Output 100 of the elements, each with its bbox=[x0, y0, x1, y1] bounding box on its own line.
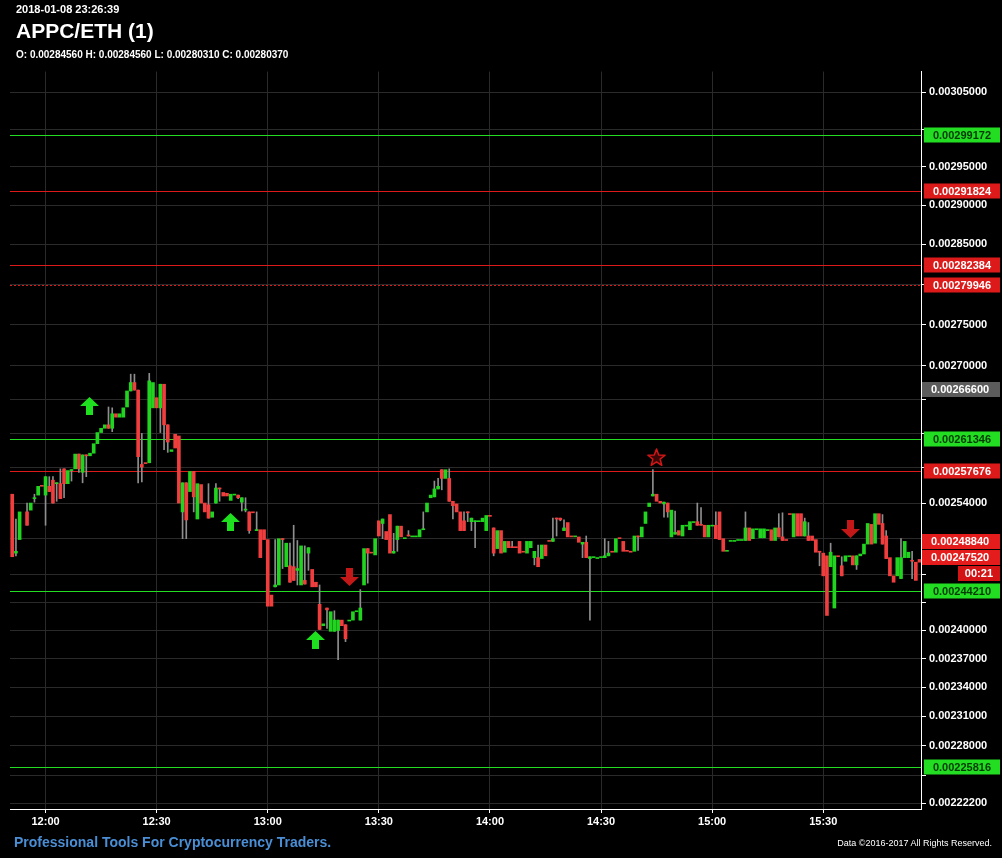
candlestick bbox=[199, 484, 203, 504]
candlestick bbox=[388, 514, 392, 554]
candlestick bbox=[28, 502, 33, 511]
ref-line-label: 0.00299172 bbox=[932, 128, 992, 141]
candlestick bbox=[121, 407, 126, 418]
candlestick bbox=[362, 548, 366, 586]
candlestick bbox=[814, 539, 818, 553]
candlestick bbox=[614, 538, 618, 553]
text: Professional Tools For Cryptocurrency Traders. bbox=[14, 834, 332, 850]
candlestick bbox=[502, 541, 507, 553]
candlestick bbox=[302, 545, 307, 585]
candlestick bbox=[169, 449, 174, 452]
candlestick bbox=[565, 522, 570, 538]
y-tick-label: 0.00305000 bbox=[929, 85, 988, 98]
candlestick bbox=[799, 513, 803, 537]
candlestick bbox=[602, 538, 607, 558]
text: 0.00266600 bbox=[922, 382, 1000, 397]
y-tick-label: 0.00240000 bbox=[929, 623, 988, 636]
text: 0.00247520 bbox=[922, 550, 1000, 565]
x-tick-label: 15:30 bbox=[809, 814, 838, 827]
ref-line-label: 0.00279946 bbox=[932, 278, 992, 291]
candlestick bbox=[73, 453, 77, 470]
ref-line-label: 0.00225816 bbox=[932, 760, 992, 773]
y-tick-label: 0.00234000 bbox=[929, 680, 988, 693]
ref-line-label: 0.00282384 bbox=[932, 258, 992, 271]
candlestick bbox=[836, 555, 840, 558]
candlestick bbox=[299, 545, 303, 586]
text: 0.00248840 bbox=[922, 534, 1000, 549]
candlestick bbox=[621, 541, 626, 552]
chart-subtitle: O: 0.00284560 H: 0.00284560 L: 0.00280310 C: 0.00280370 bbox=[16, 49, 289, 60]
candlestick bbox=[225, 493, 229, 497]
x-tick-label: 13:30 bbox=[364, 814, 393, 827]
candlestick bbox=[617, 537, 622, 540]
candlestick bbox=[328, 611, 333, 632]
candlestick bbox=[865, 523, 870, 545]
chart-title: APPC/ETH (1) bbox=[16, 19, 154, 43]
candlestick bbox=[277, 538, 281, 586]
ref-line-label: 0.00261346 bbox=[932, 432, 992, 445]
candlestick bbox=[539, 544, 544, 559]
candlestick bbox=[373, 538, 377, 556]
candlestick bbox=[40, 484, 44, 487]
candlestick bbox=[825, 555, 829, 616]
x-tick-label: 12:00 bbox=[31, 814, 60, 827]
y-tick-label: 0.00231000 bbox=[929, 709, 988, 722]
candlestick bbox=[673, 510, 677, 535]
text: 00:21 bbox=[957, 566, 1000, 581]
x-tick-label: 15:00 bbox=[698, 814, 727, 827]
candlestick bbox=[795, 513, 800, 537]
candlestick bbox=[310, 569, 315, 588]
y-tick-label: 0.00222200 bbox=[929, 796, 988, 809]
candlestick bbox=[177, 435, 181, 504]
candlestick bbox=[499, 530, 503, 554]
candlestick bbox=[695, 502, 700, 526]
candlestick bbox=[576, 536, 581, 543]
candlestick bbox=[210, 511, 215, 518]
text: 2018-01-08 23:26:39 bbox=[16, 3, 120, 15]
candlestick bbox=[702, 524, 707, 538]
candlestick bbox=[36, 485, 40, 496]
candlestick bbox=[477, 520, 481, 523]
candlestick bbox=[10, 493, 15, 558]
candlestick bbox=[676, 530, 681, 536]
candlestick bbox=[551, 517, 555, 542]
candlestick bbox=[402, 537, 407, 540]
candlestick bbox=[873, 513, 877, 544]
candlestick bbox=[847, 555, 851, 558]
candlestick bbox=[843, 555, 848, 562]
candlestick bbox=[725, 549, 729, 552]
y-tick-label: 0.00295000 bbox=[929, 160, 988, 173]
candlestick bbox=[84, 454, 89, 478]
candlestick bbox=[610, 550, 614, 553]
y-tick-label: 0.00275000 bbox=[929, 317, 988, 330]
y-tick-label: 0.00237000 bbox=[929, 651, 988, 664]
candlestick bbox=[639, 526, 644, 538]
text: Data ©2016-2017 All Rights Reserved. bbox=[837, 838, 992, 848]
ref-line-label: 0.00257676 bbox=[932, 464, 992, 477]
y-tick-label: 0.00228000 bbox=[929, 738, 988, 751]
y-tick-label: 0.00270000 bbox=[929, 358, 988, 371]
candlestick bbox=[525, 541, 529, 554]
y-tick-label: 0.00285000 bbox=[929, 237, 988, 250]
candlestick bbox=[284, 542, 289, 568]
candlestick bbox=[425, 502, 429, 513]
ref-line-label: 0.00291824 bbox=[932, 184, 992, 197]
ref-line-label: 0.00244210 bbox=[932, 584, 992, 597]
candlestick bbox=[228, 493, 233, 501]
x-tick-label: 13:00 bbox=[253, 814, 282, 827]
candlestick bbox=[762, 528, 766, 539]
candlestick bbox=[125, 390, 129, 408]
candlestick bbox=[895, 557, 900, 577]
candlestick bbox=[221, 492, 226, 497]
candlestick bbox=[473, 520, 477, 549]
candlestick bbox=[484, 515, 489, 531]
candlestick bbox=[910, 550, 914, 579]
candlestick bbox=[528, 541, 533, 549]
x-tick-label: 14:00 bbox=[475, 814, 505, 827]
candlestick bbox=[365, 548, 370, 584]
candlestick bbox=[758, 528, 763, 539]
candlestick bbox=[747, 527, 752, 541]
candlestick bbox=[351, 611, 355, 621]
x-tick-label: 14:30 bbox=[586, 814, 616, 827]
candlestick bbox=[65, 470, 70, 485]
